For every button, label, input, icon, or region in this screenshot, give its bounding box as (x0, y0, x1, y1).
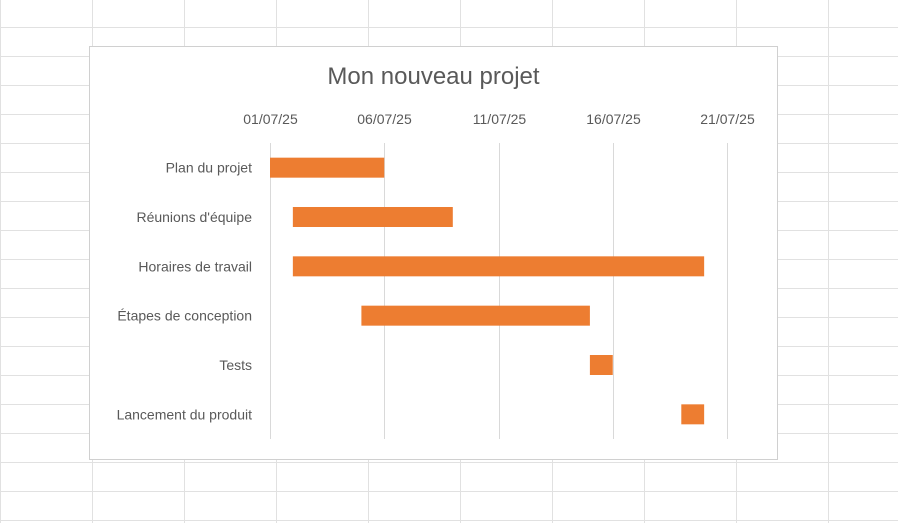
gantt-chart[interactable]: Mon nouveau projet 01/07/25 06/07/25 11/07… (89, 46, 778, 460)
x-tick-label: 11/07/25 (473, 111, 527, 127)
x-tick-label: 06/07/25 (357, 111, 412, 127)
x-tick-label: 16/07/25 (586, 111, 641, 127)
task-bar[interactable] (361, 305, 590, 326)
chart-plot-area: 01/07/25 06/07/25 11/07/25 16/07/25 21/07/25… (117, 111, 755, 439)
task-bar[interactable] (589, 355, 613, 375)
category-label: Horaires de travail (138, 258, 252, 274)
category-label: Plan du projet (166, 160, 253, 176)
category-label: Lancement du produit (117, 406, 253, 422)
x-tick-label: 21/07/25 (700, 111, 755, 127)
category-label: Tests (219, 357, 252, 373)
category-label: Réunions d'équipe (136, 209, 252, 225)
task-bar[interactable] (681, 404, 705, 425)
chart-title: Mon nouveau projet (327, 63, 540, 90)
task-bar[interactable] (292, 207, 453, 227)
category-label: Étapes de conception (117, 308, 252, 324)
task-bar[interactable] (292, 256, 705, 277)
x-tick-label: 01/07/25 (243, 111, 298, 127)
task-bar[interactable] (270, 157, 385, 178)
